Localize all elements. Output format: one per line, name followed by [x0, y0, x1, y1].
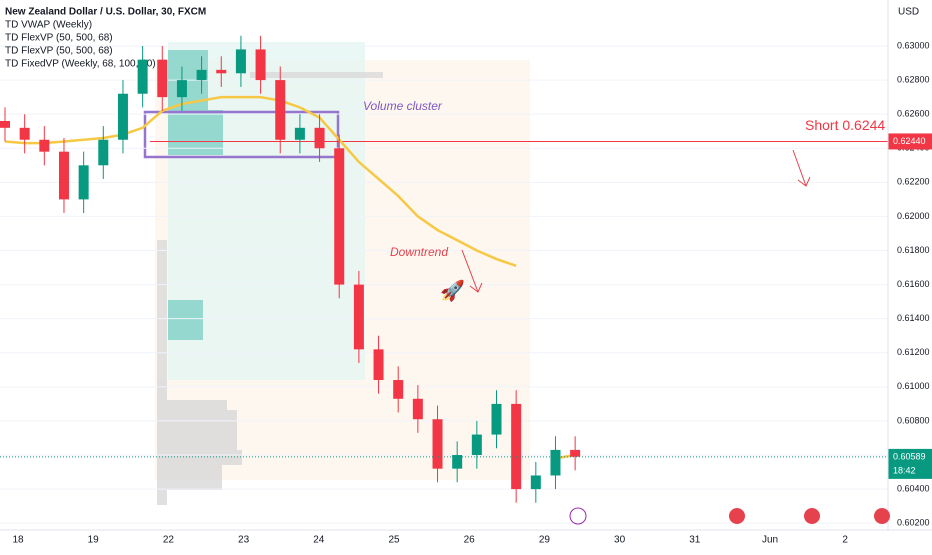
candle-body [39, 139, 50, 152]
candle-body [412, 398, 423, 420]
candle-body [432, 419, 443, 469]
candle-body [373, 349, 384, 381]
x-tick-label: 26 [464, 535, 476, 546]
legend-line: TD VWAP (Weekly) [5, 20, 92, 31]
currency-label: USD [898, 7, 919, 18]
candle-body [19, 127, 30, 140]
event-icon [874, 508, 890, 524]
y-tick-label: 0.61200 [897, 347, 930, 357]
candle-body [511, 403, 522, 490]
y-tick-label: 0.61600 [897, 279, 930, 289]
y-tick-label: 0.61800 [897, 245, 930, 255]
x-tick-label: 30 [614, 535, 626, 546]
trend-annotation: Downtrend [390, 245, 448, 259]
x-tick-label: 2 [842, 535, 848, 546]
cluster-box [143, 110, 340, 159]
x-tick-label: 23 [238, 535, 250, 546]
candle-body [294, 127, 305, 140]
candle-body [235, 49, 246, 74]
event-icon [729, 508, 745, 524]
x-tick-label: Jun [762, 535, 778, 546]
y-tick-label: 0.60200 [897, 518, 930, 528]
candle-body [314, 127, 325, 149]
x-tick-label: 29 [539, 535, 551, 546]
last-price-tag [888, 448, 932, 479]
volume-profile [157, 72, 383, 505]
y-tick-label: 0.62000 [897, 211, 930, 221]
cluster-annotation: Volume cluster [363, 99, 443, 113]
candle-body [471, 434, 482, 456]
short-arrow [792, 149, 811, 187]
y-tick-label: 0.60400 [897, 483, 930, 493]
candle-body [570, 449, 581, 457]
candle-body [196, 69, 207, 81]
candle-body [117, 93, 128, 140]
x-tick-label: 18 [12, 535, 24, 546]
candle-body [157, 59, 168, 98]
y-tick-label: 0.62200 [897, 177, 930, 187]
candle-body [137, 59, 148, 94]
y-tick-label: 0.62600 [897, 109, 930, 119]
last-price-label: 0.60589 [893, 451, 926, 461]
legend-line: TD FlexVP (50, 500, 68) [5, 46, 113, 57]
candle-body [334, 148, 345, 285]
candle-body [530, 475, 541, 490]
candle-body [353, 284, 364, 350]
x-tick-label: 22 [163, 535, 175, 546]
candle-body [255, 49, 266, 81]
legend-line: TD FixedVP (Weekly, 68, 100, 60) [5, 59, 156, 70]
trend-arrow [461, 249, 483, 293]
short-text: Short 0.6244 [805, 117, 885, 133]
candle-body [58, 151, 69, 200]
rocket-icon: 🚀 [440, 278, 465, 302]
candle-body [550, 449, 561, 476]
event-icon [569, 507, 587, 525]
candle-body [452, 455, 463, 469]
x-tick-label: 25 [388, 535, 400, 546]
countdown-label: 18:42 [893, 465, 916, 475]
event-icon [804, 508, 820, 524]
x-tick-label: 31 [689, 535, 701, 546]
candle-body [176, 80, 187, 98]
candle-body [393, 380, 404, 399]
x-tick-label: 24 [313, 535, 325, 546]
candle-body [0, 120, 10, 128]
candle-body [78, 165, 89, 200]
legend-line: New Zealand Dollar / U.S. Dollar, 30, FX… [5, 7, 206, 18]
y-tick-label: 0.62800 [897, 74, 930, 84]
candle-body [275, 80, 286, 140]
short-tag [888, 133, 932, 150]
candle-body [98, 139, 109, 166]
short-tag-label: 0.62440 [893, 136, 926, 146]
candle-body [491, 403, 502, 435]
y-tick-label: 0.63000 [897, 40, 930, 50]
y-tick-label: 0.61000 [897, 381, 930, 391]
y-tick-label: 0.60800 [897, 415, 930, 425]
y-tick-label: 0.61400 [897, 313, 930, 323]
legend-line: TD FlexVP (50, 500, 68) [5, 33, 113, 44]
x-tick-label: 19 [88, 535, 100, 546]
candle-body [216, 69, 227, 74]
